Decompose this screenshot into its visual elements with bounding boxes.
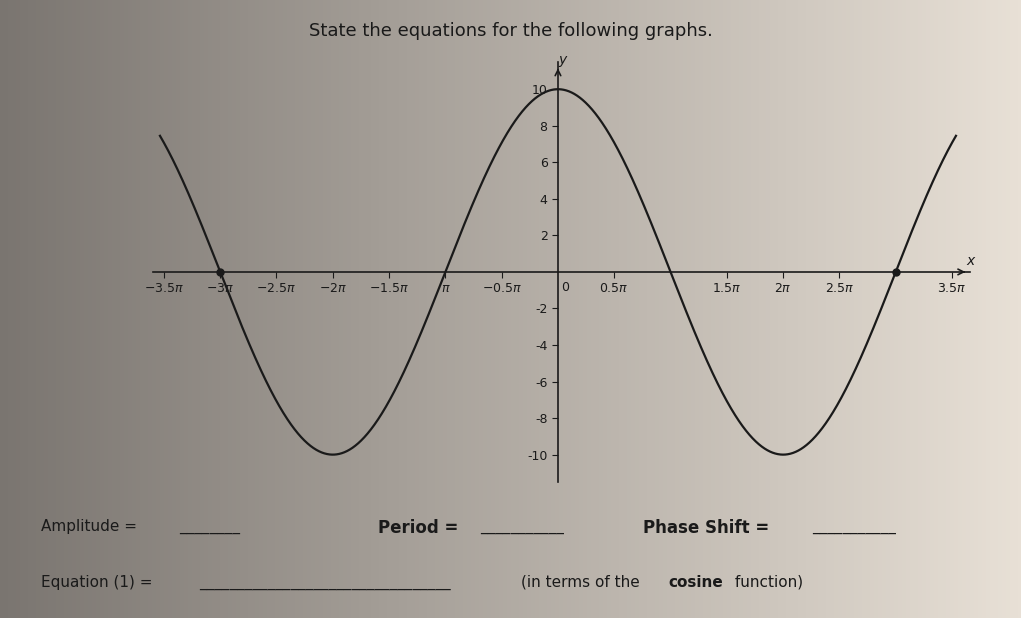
Text: ___________: ___________ bbox=[480, 519, 564, 534]
Text: ___________: ___________ bbox=[812, 519, 895, 534]
Text: (in terms of the: (in terms of the bbox=[521, 575, 644, 590]
Text: Amplitude =: Amplitude = bbox=[41, 519, 142, 534]
Text: cosine: cosine bbox=[669, 575, 724, 590]
Text: State the equations for the following graphs.: State the equations for the following gr… bbox=[308, 22, 713, 40]
Text: _________________________________: _________________________________ bbox=[199, 575, 450, 590]
Text: $x$: $x$ bbox=[967, 253, 977, 268]
Text: Phase Shift =: Phase Shift = bbox=[643, 519, 775, 537]
Text: 0: 0 bbox=[561, 281, 569, 294]
Text: $y$: $y$ bbox=[558, 54, 569, 69]
Text: Period =: Period = bbox=[378, 519, 464, 537]
Text: Equation (1) =: Equation (1) = bbox=[41, 575, 157, 590]
Text: ________: ________ bbox=[179, 519, 240, 534]
Text: function): function) bbox=[730, 575, 804, 590]
